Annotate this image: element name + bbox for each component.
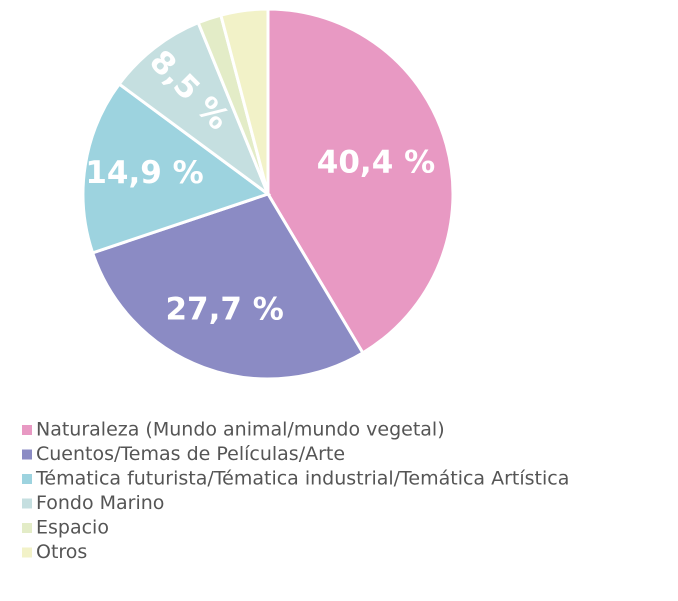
pie-slice [219,7,270,195]
value-label: 14,9 % [85,155,203,191]
legend-swatch [22,523,32,533]
legend-label: Cuentos/Temas de Películas/Arte [36,443,345,465]
legend-label: Tématica futurista/Tématica industrial/T… [35,468,569,490]
pie-slice [266,7,455,355]
legend-swatch [22,547,32,558]
legend-swatch [22,498,32,509]
pie-slice [90,192,365,381]
legend-label: Espacio [36,517,109,539]
legend-swatch [22,449,32,460]
legend-label: Naturaleza (Mundo animal/mundo vegetal) [36,419,445,441]
legend-label: Fondo Marino [36,492,164,514]
legend-label: Otros [36,541,87,563]
pie-slice [117,20,272,199]
legend-swatch [22,425,32,435]
legend-swatch [22,474,32,484]
value-label: 40,4 % [317,145,435,181]
pie-slice [81,81,272,255]
value-label: 27,7 % [165,292,283,328]
